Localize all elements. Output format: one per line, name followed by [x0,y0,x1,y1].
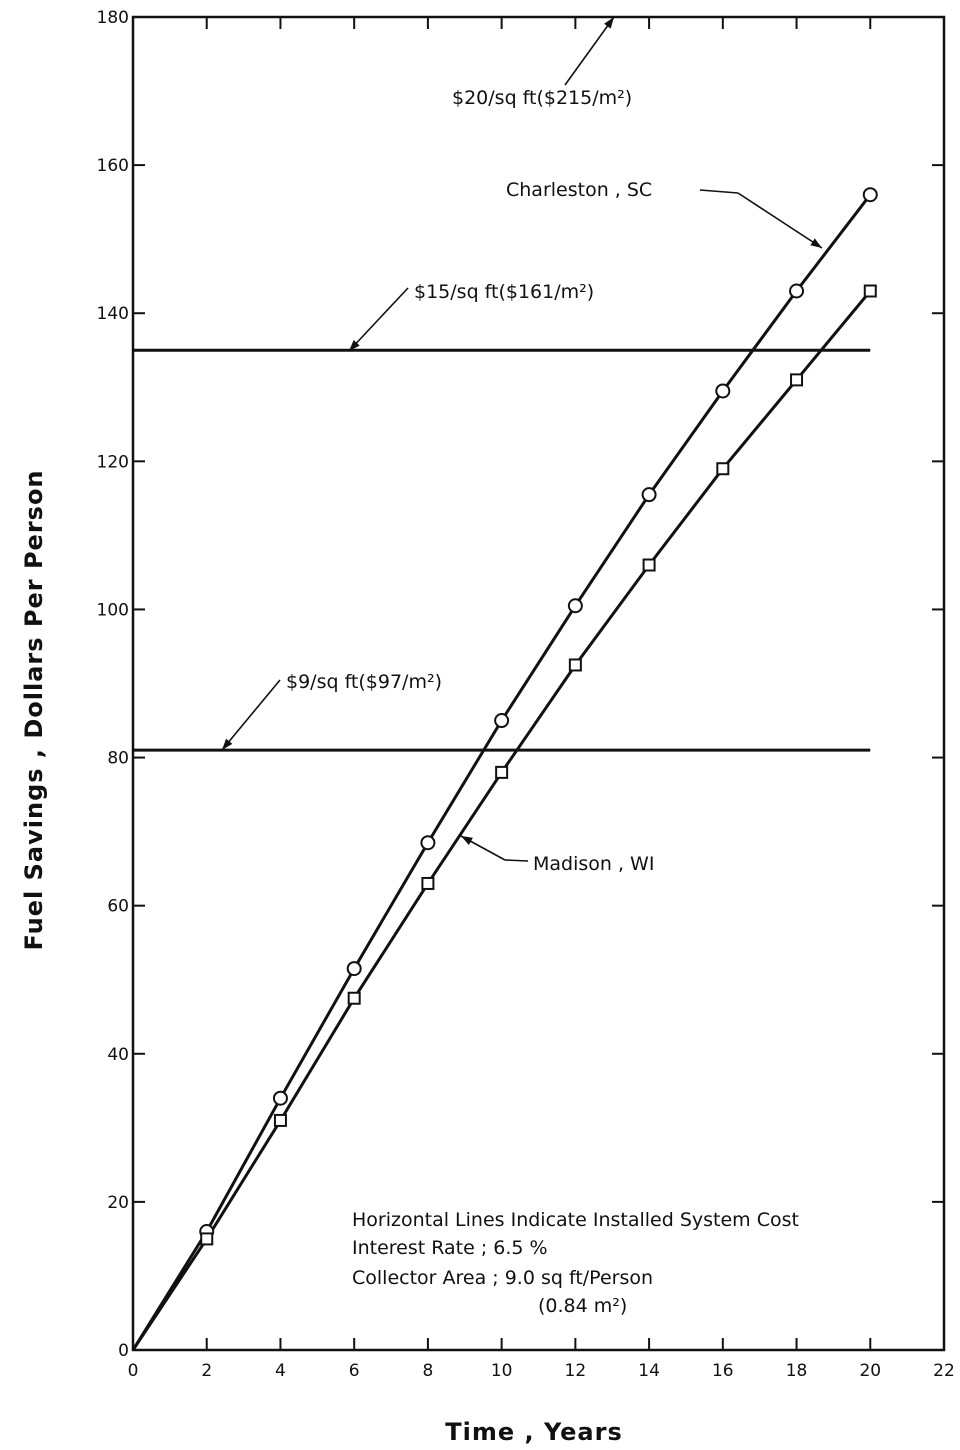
y-tick-label: 180 [97,8,129,28]
x-tick-label: 18 [786,1361,808,1381]
x-tick-label: 2 [201,1361,212,1381]
leader-9 [221,679,281,751]
data-point-charleston [789,283,805,299]
leader-charleston-elbow [699,189,739,194]
data-point-madison [347,991,361,1005]
data-point-madison [200,1232,214,1246]
x-tick-label: 4 [275,1361,286,1381]
x-tick-label: 10 [491,1361,513,1381]
data-point-madison [790,373,804,387]
y-tick-label: 140 [97,304,129,324]
y-tick-label: 120 [97,452,129,472]
data-point-madison [863,284,877,298]
data-point-charleston [862,187,878,203]
data-point-madison [568,658,582,672]
offscale-annotation-20: $20/sq ft($215/m²) [452,87,632,109]
series-line-madison [131,290,872,1351]
x-tick-label: 16 [712,1361,734,1381]
y-axis-title: Fuel Savings , Dollars Per Person [20,469,48,950]
note-line-4: (0.84 m²) [538,1295,627,1317]
data-point-madison [495,765,509,779]
data-point-madison [716,462,730,476]
hline-label-15: $15/sq ft($161/m²) [414,281,594,303]
note-line-2: Interest Rate ; 6.5 % [352,1237,548,1259]
series-label-charleston: Charleston , SC [506,179,652,201]
data-point-charleston [494,713,510,729]
data-point-charleston [715,383,731,399]
leader-charleston [737,192,823,249]
leader-madison-elbow [504,859,529,862]
note-line-1: Horizontal Lines Indicate Installed Syst… [352,1209,799,1231]
x-tick-label: 14 [638,1361,660,1381]
data-point-charleston [641,487,657,503]
plot-frame [131,15,946,1352]
y-tick-label: 0 [118,1341,129,1361]
x-tick-label: 12 [565,1361,587,1381]
y-tick-label: 100 [97,600,129,620]
y-tick-label: 80 [107,749,129,769]
leader-madison-arrowhead [461,836,473,845]
x-tick-label: 0 [128,1361,139,1381]
x-tick-label: 8 [422,1361,433,1381]
data-point-charleston [272,1090,288,1106]
note-line-3: Collector Area ; 9.0 sq ft/Person [352,1267,653,1289]
leader-20-arrowhead [604,17,614,29]
x-tick-label: 20 [859,1361,881,1381]
y-tick-label: 160 [97,156,129,176]
data-point-charleston [567,598,583,614]
leader-15 [348,287,409,352]
data-point-charleston [420,835,436,851]
y-tick-label: 60 [107,897,129,917]
x-tick-label: 22 [933,1361,955,1381]
data-point-madison [642,558,656,572]
x-tick-label: 6 [349,1361,360,1381]
data-point-charleston [346,961,362,977]
y-tick-label: 20 [107,1193,129,1213]
y-tick-label: 40 [107,1045,129,1065]
leader-15-arrowhead [349,340,360,351]
leader-9-arrowhead [222,738,233,750]
hline-label-9: $9/sq ft($97/m²) [286,671,442,693]
series-label-madison: Madison , WI [533,853,654,875]
x-axis-title: Time , Years [445,1418,622,1446]
data-point-madison [273,1113,287,1127]
leader-20 [564,16,615,86]
leader-charleston-arrowhead [810,238,822,248]
data-point-madison [421,876,435,890]
